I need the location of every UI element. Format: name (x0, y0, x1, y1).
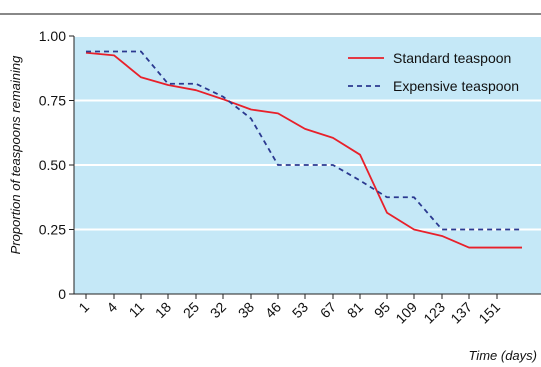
y-tick-label: 0.25 (39, 222, 66, 238)
x-tick-label: 4 (103, 299, 120, 316)
x-axis-title: Time (days) (468, 348, 537, 363)
y-tick-label: 0.50 (39, 157, 66, 173)
x-tick-label: 151 (475, 299, 503, 327)
legend-label: Standard teaspoon (393, 50, 511, 66)
x-tick-label: 46 (262, 299, 284, 321)
y-tick-label: 1.00 (39, 28, 66, 44)
x-tick-label: 137 (447, 299, 475, 327)
x-tick-label: 53 (289, 299, 311, 321)
y-axis-title: Proportion of teaspoons remaining (8, 55, 23, 255)
legend: Standard teaspoon Expensive teaspoon (348, 50, 519, 94)
y-tick-label: 0.75 (39, 93, 66, 109)
x-tick-label: 95 (371, 299, 393, 321)
x-tick-label: 109 (392, 299, 420, 327)
x-tick-label: 25 (180, 299, 202, 321)
x-tick-label: 81 (344, 299, 366, 321)
series-line-standard-teaspoon (85, 51, 522, 249)
legend-label: Expensive teaspoon (393, 78, 519, 94)
series-line-expensive-teaspoon (86, 50, 522, 231)
x-tick-label: 18 (152, 299, 174, 321)
x-tick-label: 11 (126, 299, 148, 321)
y-tick-label: 0 (58, 286, 66, 302)
series-layer (85, 50, 522, 249)
x-tick-label: 67 (317, 299, 339, 321)
x-tick-label: 32 (207, 299, 229, 321)
x-tick-label: 123 (420, 299, 448, 327)
x-tick-label: 1 (75, 299, 92, 316)
x-tick-label: 38 (235, 299, 257, 321)
